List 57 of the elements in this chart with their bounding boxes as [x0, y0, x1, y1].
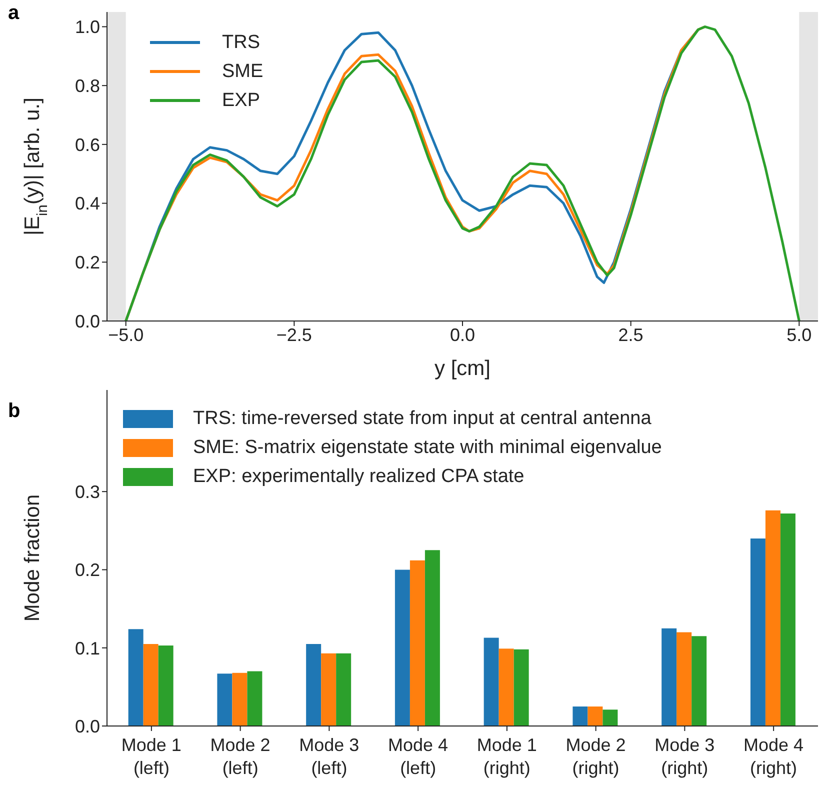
bar [247, 671, 262, 726]
y-tick-label: 0.1 [74, 638, 100, 658]
legend-label: SME [222, 61, 264, 82]
bar [602, 710, 618, 726]
y-axis-title: Mode fraction [21, 494, 44, 622]
x-tick-label: 5.0 [786, 324, 812, 345]
bar [158, 646, 174, 726]
bar [572, 706, 588, 726]
x-tick-label: Mode 3 (left) [299, 735, 360, 778]
bar [128, 629, 144, 726]
bar [410, 560, 425, 726]
bar [498, 648, 514, 726]
legend-label: TRS [222, 32, 260, 53]
x-tick-label: Mode 3 (right) [654, 735, 715, 778]
bar [336, 653, 352, 726]
bar [424, 550, 440, 726]
bar [484, 638, 499, 726]
x-tick-label: Mode 2 (left) [210, 735, 270, 778]
bar [217, 674, 232, 726]
bar [306, 644, 322, 726]
chart-title: a [8, 2, 20, 25]
y-tick-label: 0.4 [74, 194, 100, 214]
y-tick-label: 0.6 [74, 134, 100, 155]
y-tick-label: 0.8 [74, 76, 100, 96]
y-tick-label: 0.0 [74, 311, 100, 332]
x-tick-label: Mode 4 (left) [388, 735, 448, 778]
bar [143, 644, 158, 726]
bar [750, 538, 766, 726]
legend-label: SME: S-matrix eigenstate state with minimal eigenvalue [193, 437, 662, 458]
bar [780, 513, 796, 726]
x-tick-label: 2.5 [618, 324, 644, 345]
x-tick-label: 0.0 [450, 324, 476, 345]
y-tick-label: 1.0 [74, 17, 100, 38]
bar [765, 510, 780, 726]
y-tick-label: 0.3 [74, 482, 100, 502]
legend-label: EXP [222, 90, 260, 111]
x-tick-label: Mode 1 (left) [121, 735, 182, 778]
bar [588, 706, 603, 726]
bar [232, 672, 248, 726]
x-tick-label: Mode 2 (right) [566, 735, 626, 778]
legend-label: TRS: time-reversed state from input at central antenna [193, 408, 652, 429]
bar [662, 628, 677, 726]
y-tick-label: 0.2 [74, 560, 100, 580]
text: b [8, 400, 20, 423]
bar [514, 649, 529, 726]
x-tick-label: Mode 4 (right) [744, 735, 804, 778]
bar [321, 653, 336, 726]
legend-label: EXP: experimentally realized CPA state [193, 466, 524, 487]
bar [676, 632, 692, 726]
x-tick-label: −5.0 [108, 324, 144, 345]
x-tick-label: −2.5 [276, 324, 312, 345]
bar [692, 636, 707, 726]
x-tick-label: Mode 1 (right) [476, 735, 537, 778]
y-tick-label: 0.0 [74, 716, 100, 736]
bar [394, 570, 410, 726]
x-axis-title: y [cm] [434, 357, 490, 380]
y-tick-label: 0.2 [74, 252, 100, 273]
